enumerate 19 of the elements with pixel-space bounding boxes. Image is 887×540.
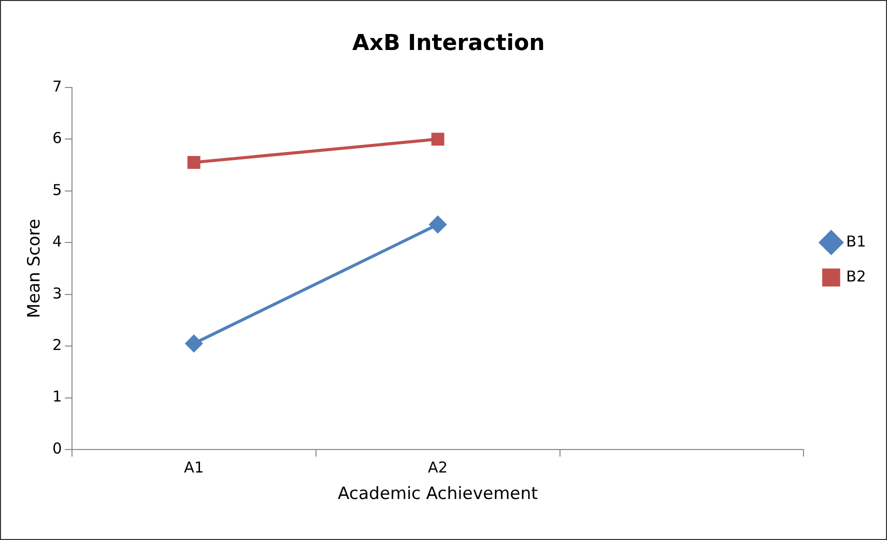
x-tick-label: A2 [428,458,448,476]
y-tick-label: 4 [52,232,62,251]
y-axis-title: Mean Score [24,218,45,318]
point [429,216,446,234]
y-tick-label: 0 [52,439,62,458]
point [431,132,444,146]
y-tick-label: 2 [52,336,62,354]
legend-label: B1 [846,232,866,250]
y-tick-label: 3 [52,284,62,302]
x-tick-label: A1 [184,458,204,476]
point [187,156,200,169]
x-axis-title: Academic Achievement [338,484,538,504]
y-tick-label: 7 [52,77,62,96]
legend-label: B2 [846,267,866,286]
point [185,335,202,352]
chart-title: AxB Interaction [352,30,545,56]
y-tick-label: 6 [52,129,62,148]
y-tick-label: 1 [52,388,62,406]
y-tick-label: 5 [52,180,62,199]
